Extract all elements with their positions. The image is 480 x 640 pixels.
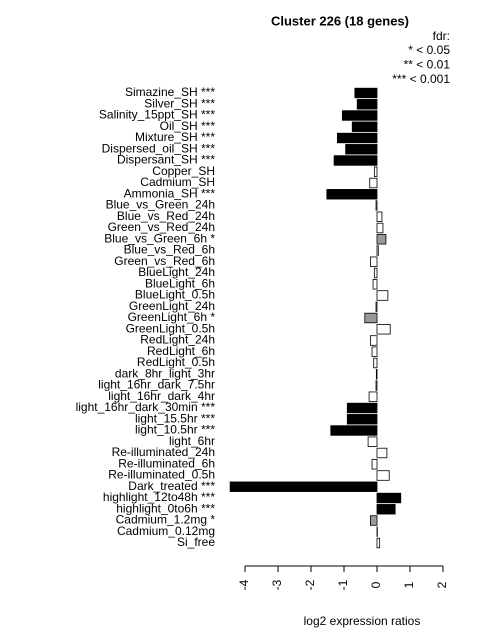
bar [373,267,378,279]
category-label: Dark_treated *** [128,479,215,493]
category-label: Oil_SH *** [160,119,216,133]
legend-title: fdr: [433,29,450,43]
category-label: Re-illuminated_6h [118,456,215,470]
legend-entry: ** < 0.01 [404,58,451,72]
bar [369,515,378,526]
category-label: RedLight_24h [140,333,215,347]
bar [330,425,378,436]
bar [376,504,396,515]
bar [346,414,378,425]
category-label: Re-illuminated_0.5h [108,468,215,482]
bar [376,234,387,245]
bar [354,87,378,99]
category-label: Blue_vs_Red_6h [124,243,215,257]
category-label: light_16hr_dark_7.5hr [98,378,215,392]
category-label: Re-illuminated_24h [112,445,215,459]
category-label: Simazine_SH *** [125,85,215,99]
bar [346,402,378,414]
category-label: RedLight_0.5h [137,355,215,369]
legend-entry: * < 0.05 [408,43,450,57]
category-label: dark_8hr_light_3hr [115,366,215,380]
x-tick-label: 2 [435,581,449,588]
legend-entry: *** < 0.001 [392,72,450,86]
bar [371,459,378,470]
category-label: Dispersed_oil_SH *** [102,141,216,155]
bar [351,121,378,132]
bar [371,346,378,357]
category-label: Silver_SH *** [144,96,215,110]
bar [341,110,378,121]
category-label: Cadmium_1.2mg * [116,513,216,527]
bar [367,436,378,447]
category-label: Blue_vs_Red_24h [117,209,215,223]
bar [373,166,378,177]
x-tick-label: -2 [303,579,317,590]
category-label: BlueLight_0.5h [135,288,215,302]
category-label: Cadmium_SH [140,175,215,189]
category-label: light_15.5hr *** [135,411,215,425]
bar [229,481,378,492]
bar [356,99,378,110]
bar [326,189,378,200]
category-label: light_16hr_dark_4hr [108,389,215,403]
bar [333,155,378,166]
category-label: Green_vs_Red_6h [114,254,215,268]
category-label: Mixture_SH *** [135,130,215,144]
bar [376,245,379,256]
category-label: Blue_vs_Green_24h [106,198,215,212]
bar [375,369,378,380]
bar [376,222,384,234]
bar [373,357,378,369]
bar [345,144,378,155]
chart-title: Cluster 226 (18 genes) [271,13,409,28]
bar [376,290,389,301]
x-tick-label: 0 [369,581,383,588]
bar [375,301,378,312]
x-tick-label: -1 [336,579,350,590]
category-label: light_6hr [169,434,215,448]
bar [376,447,388,459]
category-label: Copper_SH [152,164,215,178]
bar [369,256,378,267]
bar [376,470,390,481]
category-label: highlight_0to6h *** [116,501,215,515]
category-label: light_16hr_dark_30min *** [76,400,216,414]
x-tick-label: -4 [237,579,251,590]
bar [376,324,391,335]
category-label: Salinity_15ppt_SH *** [99,108,215,122]
bar [376,492,402,504]
x-tick-label: 1 [402,581,416,588]
category-label: highlight_12to48h *** [103,490,215,504]
bar [375,200,378,211]
category-label: Ammonia_SH *** [124,186,216,200]
category-label: BlueLight_24h [138,265,215,279]
bar [376,211,383,222]
bar [376,537,381,549]
bar [364,312,378,324]
category-label: Si_free [177,535,215,549]
category-label: RedLight_6h [147,344,215,358]
category-label: Blue_vs_Green_6h * [104,231,215,245]
category-label: GreenLight_6h * [128,310,216,324]
bar [372,279,378,290]
category-label: Green_vs_Red_24h [108,220,215,234]
category-label: light_10.5hr *** [135,423,215,437]
category-label: GreenLight_0.5h [126,321,215,335]
category-label: BlueLight_6h [145,276,215,290]
category-label: Cadmium_0.12mg [117,524,215,538]
x-axis-label: log2 expression ratios [304,614,421,628]
x-tick-label: -3 [270,579,284,590]
bar [368,391,378,402]
bar [369,335,378,346]
bar [375,380,378,391]
bar [369,177,378,189]
category-label: Dispersant_SH *** [117,153,215,167]
category-label: GreenLight_24h [129,299,215,313]
bar [336,132,378,144]
